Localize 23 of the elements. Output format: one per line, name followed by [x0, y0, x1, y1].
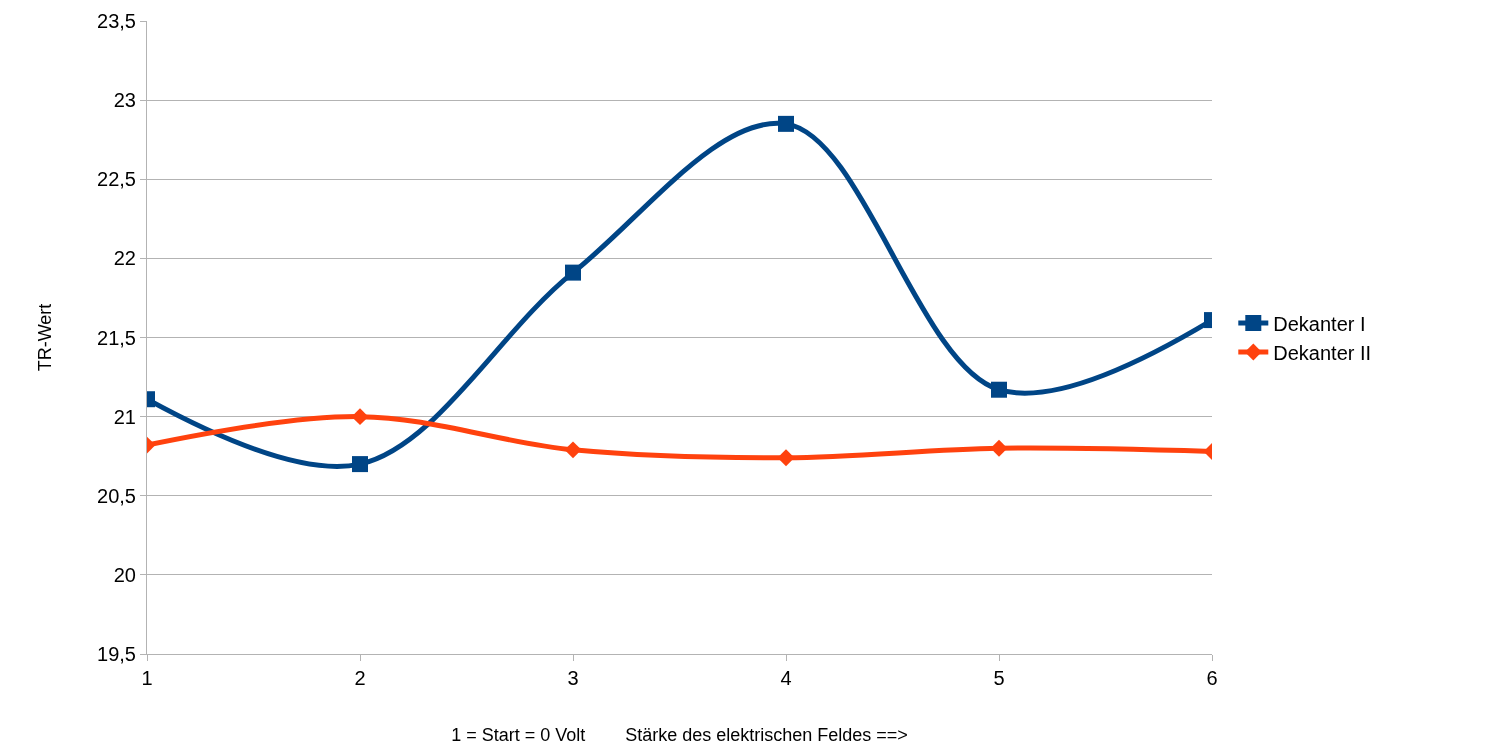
- point: [565, 264, 581, 281]
- x-tick-label: 6: [1206, 667, 1218, 689]
- x-tick-label: 2: [354, 667, 366, 689]
- point: [564, 441, 582, 459]
- point: [777, 449, 795, 467]
- y-tick-label: 20,5: [97, 484, 136, 507]
- point: [778, 115, 794, 132]
- x-tick-label: 4: [780, 667, 792, 689]
- y-tick-label: 21: [113, 405, 136, 428]
- x-axis-title: 1 = Start = 0 Volt Stärke des elektrischen Feldes ==>: [451, 725, 908, 746]
- legend-label: Dekanter I: [1273, 312, 1366, 335]
- y-tick-label: 22,5: [97, 168, 136, 191]
- legend-label: Dekanter II: [1273, 341, 1372, 364]
- y-tick-label: 20: [113, 563, 136, 586]
- y-axis-title: TR-Wert: [35, 303, 56, 372]
- x-tick-label: 5: [993, 667, 1005, 689]
- y-tick-label: 22: [113, 247, 136, 270]
- y-tick-label: 21,5: [97, 326, 136, 349]
- y-tick-label: 23: [113, 89, 136, 112]
- y-tick-label: 19,5: [97, 643, 136, 665]
- x-tick-label: 3: [567, 667, 579, 689]
- x-tick-label: 1: [141, 667, 153, 689]
- y-tick-label: 23,5: [97, 10, 136, 32]
